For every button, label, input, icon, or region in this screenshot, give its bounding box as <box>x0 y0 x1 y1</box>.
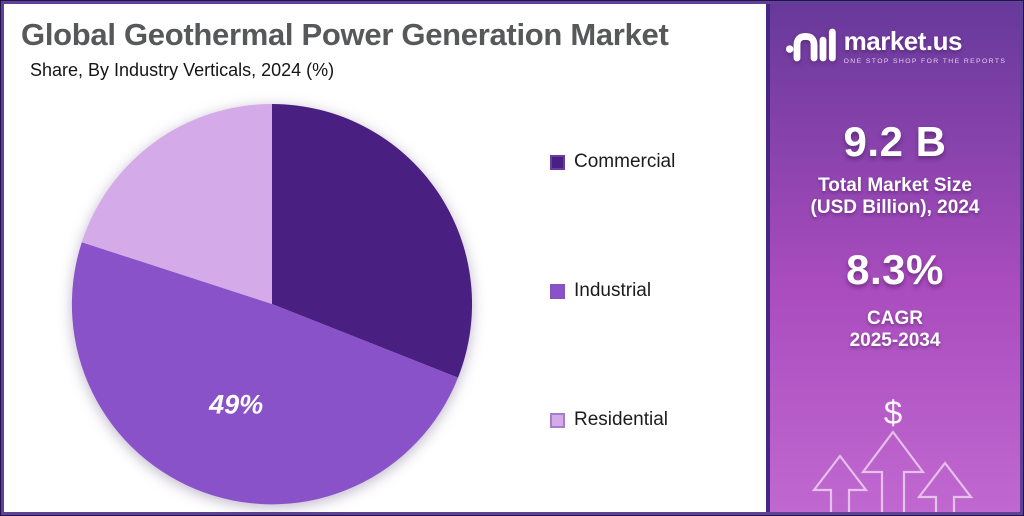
cagr-label-line1: CAGR <box>867 307 923 329</box>
legend-label: Industrial <box>574 280 652 301</box>
pie-slice-residential <box>81 104 272 304</box>
chart-subtitle: Share, By Industry Verticals, 2024 (%) <box>30 60 335 80</box>
pie-chart: 49% <box>71 104 473 505</box>
legend-label: Residential <box>574 409 668 430</box>
cagr-label-line2: 2025-2034 <box>849 330 941 352</box>
legend-item-residential: Residential <box>550 409 675 431</box>
stat-market-size: 9.2 B Total Market Size (USD Billion), 2… <box>770 118 1020 220</box>
stat-cagr: 8.3% CAGR 2025-2034 <box>770 246 1020 353</box>
brand-tagline: ONE STOP SHOP FOR THE REPORTS <box>843 57 1007 65</box>
chart-panel: Global Geothermal Power Generation Marke… <box>4 4 766 512</box>
legend-swatch-residential <box>550 412 565 428</box>
pie-slice-industrial <box>71 242 459 505</box>
pie-slice-value-label: 49% <box>208 390 263 420</box>
pie-slice-commercial <box>272 104 473 378</box>
market-size-label-line1: Total Market Size <box>818 175 972 196</box>
market-size-value: 9.2 B <box>843 118 947 165</box>
legend-item-commercial: Commercial <box>550 151 675 173</box>
sidebar: market.us ONE STOP SHOP FOR THE REPORTS … <box>766 4 1020 512</box>
legend-item-industrial: Industrial <box>550 280 675 302</box>
dollar-icon: $ <box>884 394 902 431</box>
market-size-label-line2: (USD Billion), 2024 <box>810 197 980 219</box>
brand-logo: market.us ONE STOP SHOP FOR THE REPORTS <box>770 24 1020 66</box>
growth-arrows-icon: $ <box>811 394 974 512</box>
legend-label: Commercial <box>574 151 676 172</box>
cagr-value: 8.3% <box>846 245 944 293</box>
chart-title: Global Geothermal Power Generation Marke… <box>21 17 669 52</box>
brand-name: market.us <box>843 25 963 56</box>
legend-swatch-commercial <box>550 154 565 170</box>
legend-swatch-industrial <box>550 283 565 299</box>
legend: Commercial Industrial Residential <box>550 151 675 431</box>
market-us-logo-icon <box>785 28 836 62</box>
